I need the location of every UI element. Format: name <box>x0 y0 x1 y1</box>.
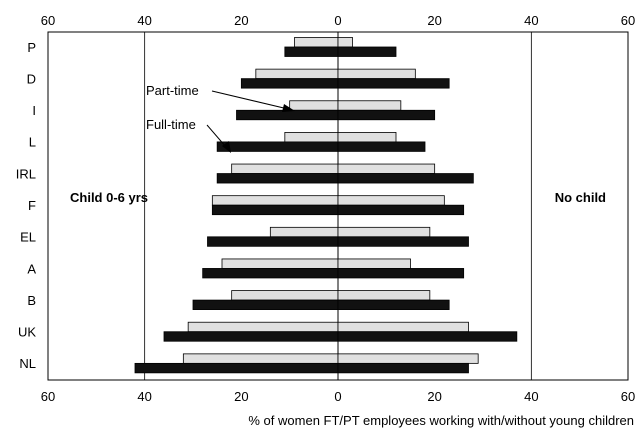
bar-full-time-child-uk <box>163 331 339 342</box>
bar-part-time-no-child-d <box>337 68 416 80</box>
bar-part-time-child-p <box>294 37 339 48</box>
category-label: IRL <box>16 166 36 181</box>
x-axis-label: % of women FT/PT employees working with/… <box>248 413 634 428</box>
bottom-tick-label: 60 <box>41 389 55 404</box>
bar-part-time-child-nl <box>182 353 339 364</box>
bar-part-time-no-child-i <box>337 100 402 111</box>
top-tick-label: 60 <box>41 13 55 28</box>
bottom-tick-label: 40 <box>524 389 538 404</box>
top-tick-label: 0 <box>334 13 341 28</box>
bar-part-time-child-a <box>221 258 339 269</box>
bar-full-time-no-child-el <box>337 236 469 247</box>
full-time-annotation-text: Full-time <box>146 117 196 132</box>
part-time-arrow <box>211 90 289 110</box>
bar-full-time-child-f <box>211 204 339 216</box>
bar-full-time-no-child-b <box>337 299 450 310</box>
bar-part-time-child-uk <box>187 321 339 333</box>
bottom-tick-label: 20 <box>427 389 441 404</box>
full-time-annotation: Full-time <box>146 117 231 153</box>
bar-full-time-child-nl <box>134 362 339 374</box>
bar-full-time-no-child-i <box>337 109 436 121</box>
bars <box>134 37 518 374</box>
bar-full-time-child-d <box>240 78 339 89</box>
bar-full-time-no-child-d <box>337 78 450 89</box>
top-tick-labels: 60 40 20 0 20 40 60 <box>41 13 635 28</box>
bar-full-time-no-child-p <box>337 46 397 57</box>
bar-part-time-no-child-b <box>337 290 431 301</box>
bar-full-time-no-child-nl <box>337 362 469 374</box>
bar-full-time-child-i <box>236 109 339 121</box>
top-tick-label: 20 <box>427 13 441 28</box>
top-tick-label: 20 <box>234 13 248 28</box>
category-label: L <box>29 135 36 150</box>
bar-part-time-child-irl <box>231 163 339 174</box>
part-time-annotation-text: Part-time <box>146 83 199 98</box>
bottom-tick-label: 0 <box>334 389 341 404</box>
category-label: UK <box>18 325 36 340</box>
bar-part-time-child-f <box>211 195 339 206</box>
bar-part-time-child-d <box>255 68 339 80</box>
bar-full-time-no-child-f <box>337 204 465 216</box>
category-label: P <box>27 40 36 55</box>
bar-part-time-no-child-uk <box>337 321 469 333</box>
part-time-annotation: Part-time <box>146 83 295 112</box>
full-time-arrow <box>206 124 227 148</box>
bar-part-time-child-l <box>284 132 339 143</box>
bar-full-time-no-child-uk <box>337 331 518 342</box>
bar-full-time-no-child-a <box>337 268 465 279</box>
bar-full-time-no-child-irl <box>337 173 474 184</box>
part-time-arrowhead <box>282 104 295 112</box>
top-tick-label: 40 <box>137 13 151 28</box>
category-labels: P D I L IRL F EL A B UK NL <box>16 40 37 371</box>
bar-full-time-child-l <box>216 141 339 152</box>
bar-part-time-no-child-p <box>337 37 353 48</box>
category-label: A <box>27 261 36 276</box>
right-side-label: No child <box>555 190 606 205</box>
bottom-tick-label: 60 <box>621 389 635 404</box>
category-label: I <box>32 103 36 118</box>
bar-full-time-child-b <box>192 299 339 310</box>
bar-part-time-no-child-a <box>337 258 411 269</box>
bar-part-time-child-b <box>231 290 339 301</box>
bar-full-time-child-el <box>207 236 339 247</box>
bar-full-time-child-p <box>284 46 339 57</box>
bar-part-time-no-child-irl <box>337 163 436 174</box>
bar-part-time-no-child-f <box>337 195 445 206</box>
top-tick-label: 40 <box>524 13 538 28</box>
bar-part-time-no-child-el <box>337 226 431 238</box>
bar-part-time-no-child-nl <box>337 353 479 364</box>
top-tick-label: 60 <box>621 13 635 28</box>
bar-part-time-child-el <box>269 226 339 238</box>
category-label: EL <box>20 230 36 245</box>
left-side-label: Child 0-6 yrs <box>70 190 148 205</box>
bar-part-time-no-child-l <box>337 132 397 143</box>
plot-frame <box>47 31 629 381</box>
category-label: B <box>27 293 36 308</box>
full-time-arrowhead <box>222 141 231 153</box>
bar-full-time-child-irl <box>216 173 339 184</box>
bottom-tick-label: 40 <box>137 389 151 404</box>
bar-full-time-no-child-l <box>337 141 426 152</box>
bar-part-time-child-i <box>289 100 339 111</box>
bar-full-time-child-a <box>202 268 339 279</box>
bottom-tick-label: 20 <box>234 389 248 404</box>
category-label: NL <box>19 356 36 371</box>
bottom-tick-labels: 60 40 20 0 20 40 60 <box>41 389 635 404</box>
category-label: D <box>27 71 36 86</box>
category-label: F <box>28 198 36 213</box>
